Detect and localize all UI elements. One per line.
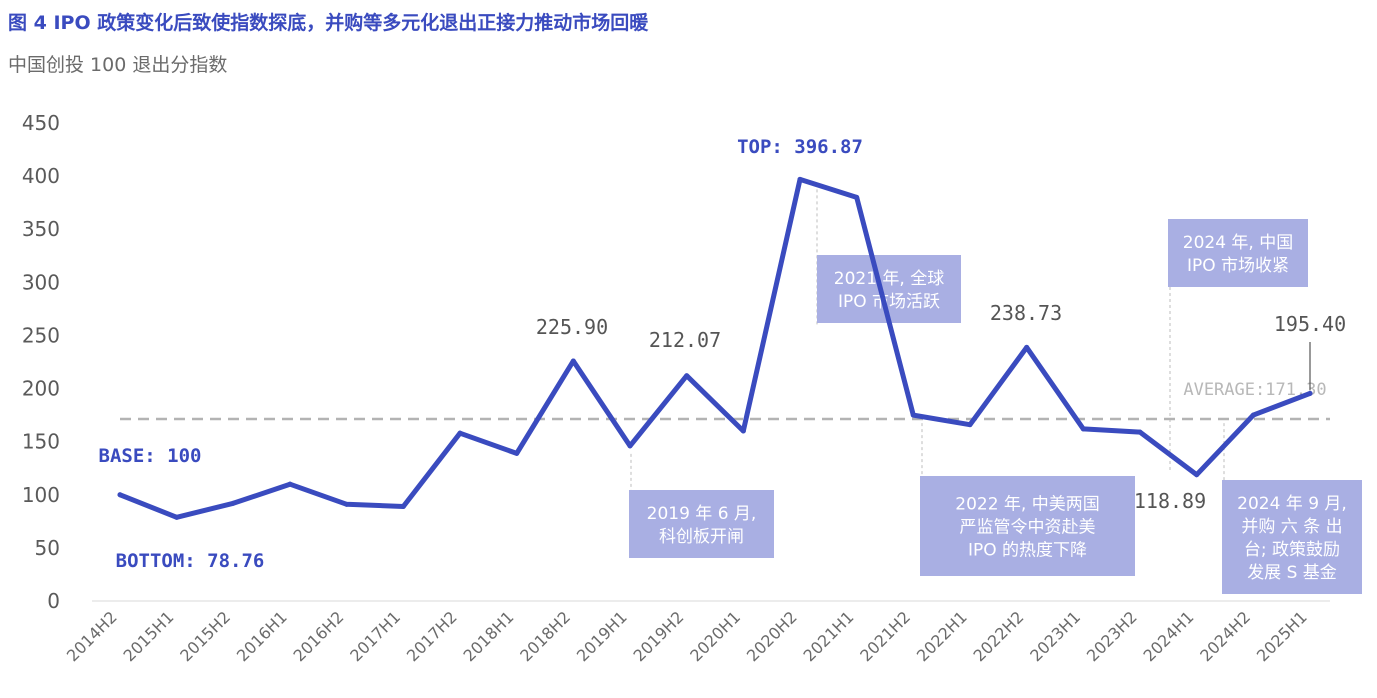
- x-tick-label: 2023H2: [1083, 607, 1141, 665]
- y-tick-label: 400: [22, 164, 60, 188]
- x-tick-label: 2018H1: [460, 607, 518, 665]
- data-label: 212.07: [649, 328, 721, 352]
- data-label: TOP: 396.87: [737, 136, 863, 158]
- series-line: [117, 176, 1313, 520]
- annotation-text: 发展 S 基金: [1247, 563, 1337, 583]
- x-tick-label: 2024H1: [1140, 607, 1198, 665]
- x-tick-label: 2016H1: [233, 607, 291, 665]
- data-point: [174, 514, 180, 520]
- data-label: 225.90: [536, 315, 608, 339]
- x-tick-label: 2022H2: [970, 607, 1028, 665]
- x-tick-label: 2025H1: [1253, 607, 1311, 665]
- data-point: [684, 373, 690, 379]
- y-tick-label: 100: [22, 483, 60, 507]
- data-label: BOTTOM: 78.76: [116, 550, 265, 572]
- data-point: [117, 492, 123, 498]
- series-layer: [117, 176, 1313, 520]
- annotation-box: [629, 490, 774, 558]
- data-label: 238.73: [990, 301, 1062, 325]
- annotation-text: IPO 的热度下降: [968, 541, 1087, 561]
- y-tick-label: 250: [22, 323, 60, 347]
- x-tick-label: 2024H2: [1196, 607, 1254, 665]
- y-tick-label: 300: [22, 270, 60, 294]
- average-layer: AVERAGE:171.30: [120, 380, 1330, 421]
- y-axis: 0 50 100 150 200 250 300 350 400 450: [22, 111, 60, 613]
- annotation-box: [920, 476, 1135, 576]
- x-tick-label: 2020H2: [743, 607, 801, 665]
- x-tick-label: 2018H2: [516, 607, 574, 665]
- x-tick-label: 2017H1: [346, 607, 404, 665]
- annotation-text: 2024 年 9 月,: [1237, 494, 1347, 514]
- data-point: [230, 500, 236, 506]
- x-tick-label: 2019H1: [573, 607, 631, 665]
- data-point: [854, 194, 860, 200]
- annotation-text: 并购 六 条 出: [1241, 517, 1342, 537]
- annotation-text: 2024 年, 中国: [1183, 233, 1293, 253]
- label-layer: BASE: 100 BOTTOM: 78.76 225.90 212.07 TOP: 3…: [99, 136, 1347, 572]
- data-point: [1137, 429, 1143, 435]
- data-label: BASE: 100: [99, 445, 202, 467]
- chart-subtitle: 中国创投 100 退出分指数: [8, 54, 228, 76]
- data-point: [570, 358, 576, 364]
- x-tick-label: 2022H1: [913, 607, 971, 665]
- annotation-text: 2019 年 6 月,: [647, 504, 757, 524]
- y-tick-label: 200: [22, 377, 60, 401]
- data-point: [457, 430, 463, 436]
- data-label: 195.40: [1274, 312, 1346, 336]
- annotation-text: 科创板开闸: [659, 527, 744, 547]
- annotation-layer: 2019 年 6 月, 科创板开闸 2021 年, 全球 IPO 市场活跃 2022 年…: [629, 183, 1362, 594]
- y-tick-label: 350: [22, 217, 60, 241]
- chart-title: 图 4 IPO 政策变化后致使指数探底，并购等多元化退出正接力推动市场回暖: [8, 12, 649, 34]
- x-tick-label: 2023H1: [1026, 607, 1084, 665]
- x-tick-label: 2015H2: [176, 607, 234, 665]
- data-point: [627, 443, 633, 449]
- data-point: [400, 503, 406, 509]
- data-point: [1250, 412, 1256, 418]
- x-tick-label: 2019H2: [630, 607, 688, 665]
- data-label: 118.89: [1134, 489, 1206, 513]
- y-tick-label: 0: [47, 589, 60, 613]
- annotation-text: 台; 政策鼓励: [1244, 540, 1340, 560]
- data-point: [797, 176, 803, 182]
- data-point: [1194, 472, 1200, 478]
- y-tick-label: 150: [22, 430, 60, 454]
- y-tick-label: 50: [35, 536, 60, 560]
- annotation-box: [1222, 480, 1362, 594]
- x-tick-label: 2021H2: [856, 607, 914, 665]
- data-point: [1024, 344, 1030, 350]
- annotation-text: IPO 市场收紧: [1187, 256, 1289, 276]
- annotation-text: IPO 市场活跃: [838, 292, 940, 312]
- data-point: [514, 450, 520, 456]
- average-label: AVERAGE:171.30: [1183, 380, 1326, 400]
- data-point: [287, 481, 293, 487]
- annotation-text: 严监管令中资赴美: [960, 518, 1096, 538]
- x-axis: 2014H22015H12015H22016H12016H22017H12017…: [63, 600, 1330, 665]
- x-tick-label: 2020H1: [686, 607, 744, 665]
- x-tick-label: 2021H1: [800, 607, 858, 665]
- data-point: [344, 501, 350, 507]
- data-point: [910, 412, 916, 418]
- annotation-text: 2022 年, 中美两国: [955, 495, 1099, 515]
- data-point: [740, 428, 746, 434]
- y-tick-label: 450: [22, 111, 60, 135]
- x-tick-label: 2015H1: [120, 607, 178, 665]
- x-tick-label: 2014H2: [63, 607, 121, 665]
- x-tick-label: 2016H2: [290, 607, 348, 665]
- annotation-box: [817, 255, 961, 323]
- annotation-text: 2021 年, 全球: [834, 269, 944, 289]
- data-point: [1080, 426, 1086, 432]
- annotation-box: [1168, 219, 1308, 287]
- data-point: [1307, 390, 1313, 396]
- x-tick-label: 2017H2: [403, 607, 461, 665]
- data-point: [967, 422, 973, 428]
